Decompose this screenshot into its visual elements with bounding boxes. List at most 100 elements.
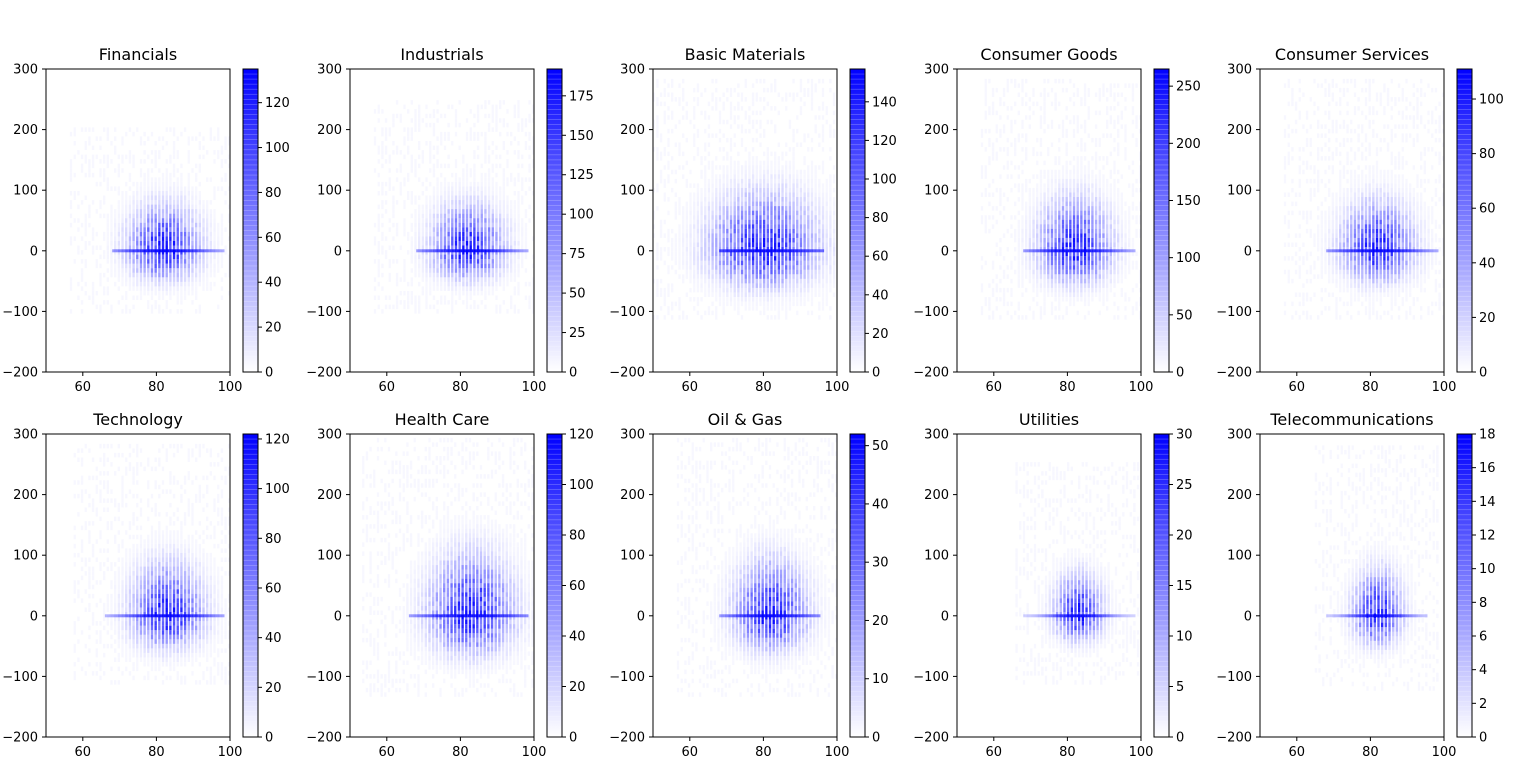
heatmap-cell [744,292,747,298]
heatmap-cell [707,206,711,211]
heatmap-cell [711,161,713,166]
heatmap-cell [693,210,696,216]
heatmap-cell [128,250,132,255]
colorbar-gradient [850,69,865,372]
heatmap-cell [767,156,769,161]
heatmap-cell [686,161,688,166]
heatmap-cell [528,136,530,141]
heatmap-cell [447,231,450,237]
heatmap-cell [454,286,458,291]
heatmap-cell [1040,288,1042,293]
heatmap-cell [715,183,718,188]
heatmap-cell [1043,92,1045,97]
heatmap-cell [99,277,101,282]
heatmap-cell [498,218,502,223]
heatmap-cell [1047,187,1050,193]
heatmap-cell [759,178,762,184]
heatmap-cell [198,263,202,269]
heatmap-cell [773,219,777,225]
heatmap-cell [96,259,98,264]
heatmap-cell [766,210,770,216]
heatmap-cell [481,164,483,169]
heatmap-cell [85,259,87,264]
heatmap-cell [1010,129,1012,134]
heatmap-cell [785,97,787,102]
heatmap-cell [664,152,666,157]
heatmap-cell [1032,311,1034,316]
heatmap-cell [389,218,391,223]
heatmap-cell [1025,115,1027,120]
heatmap-cell [117,272,121,278]
heatmap-cell [718,242,722,248]
heatmap-cell [180,254,183,260]
heatmap-cell [158,286,161,291]
heatmap-cell [781,210,784,216]
heatmap-cell [733,183,736,188]
heatmap-cell [696,233,700,238]
heatmap-cell [447,300,449,305]
heatmap-cell [1007,302,1009,307]
heatmap-cell [421,227,425,232]
heatmap-cell [1021,315,1023,320]
heatmap-cell [118,300,120,305]
heatmap-cell [480,218,483,223]
heatmap-cell [792,206,795,211]
heatmap-cell [733,242,736,248]
heatmap-cell [206,150,208,155]
heatmap-cell [502,240,506,246]
heatmap-cell [469,281,472,287]
heatmap-cell [762,251,766,257]
heatmap-cell [151,305,153,310]
heatmap-cell [671,92,673,97]
heatmap-cell [777,192,781,198]
heatmap-cell [664,247,666,252]
heatmap-cell [381,150,383,155]
heatmap-cell [833,129,835,134]
heatmap-cell [1003,92,1005,97]
heatmap-cell [488,114,490,119]
heatmap-cell [447,263,450,269]
heatmap-cell [432,277,436,282]
heatmap-cell [110,273,112,278]
heatmap-cell [697,147,699,152]
heatmap-cell [1043,256,1046,261]
heatmap-cell [451,286,454,291]
heatmap-cell [704,269,707,275]
heatmap-cell [132,236,135,241]
heatmap-cell [198,268,202,273]
heatmap-cell [411,259,413,264]
heatmap-cell [799,178,803,184]
heatmap-cell [700,283,703,288]
heatmap-cell [722,92,724,97]
heatmap-cell [667,179,669,184]
heatmap-cell [748,169,751,175]
heatmap-cell [792,292,795,298]
heatmap-cell [484,150,486,155]
heatmap-cell [1043,237,1046,243]
heatmap-cell [166,177,168,182]
heatmap-cell [1014,229,1016,234]
heatmap-cell [729,269,733,275]
heatmap-cell [213,250,216,255]
heatmap-cell [147,240,150,246]
heatmap-cell [183,200,187,205]
heatmap-cell [707,242,711,248]
heatmap-cell [748,187,751,193]
heatmap-cell [711,260,714,266]
heatmap-cell [462,281,465,287]
heatmap-cell [106,245,110,251]
heatmap-cell [718,197,722,202]
heatmap-cell [711,79,713,84]
heatmap-cell [985,83,987,88]
heatmap-cell [1032,228,1035,234]
heatmap-cell [473,213,476,219]
heatmap-cell [1010,120,1012,125]
heatmap-cell [656,115,658,120]
heatmap-cell [733,260,736,266]
heatmap-cell [740,192,744,198]
heatmap-cell [832,274,836,279]
heatmap-cell [484,263,487,269]
heatmap-cell [722,133,724,138]
heatmap-cell [125,132,127,137]
heatmap-cell [147,136,149,141]
